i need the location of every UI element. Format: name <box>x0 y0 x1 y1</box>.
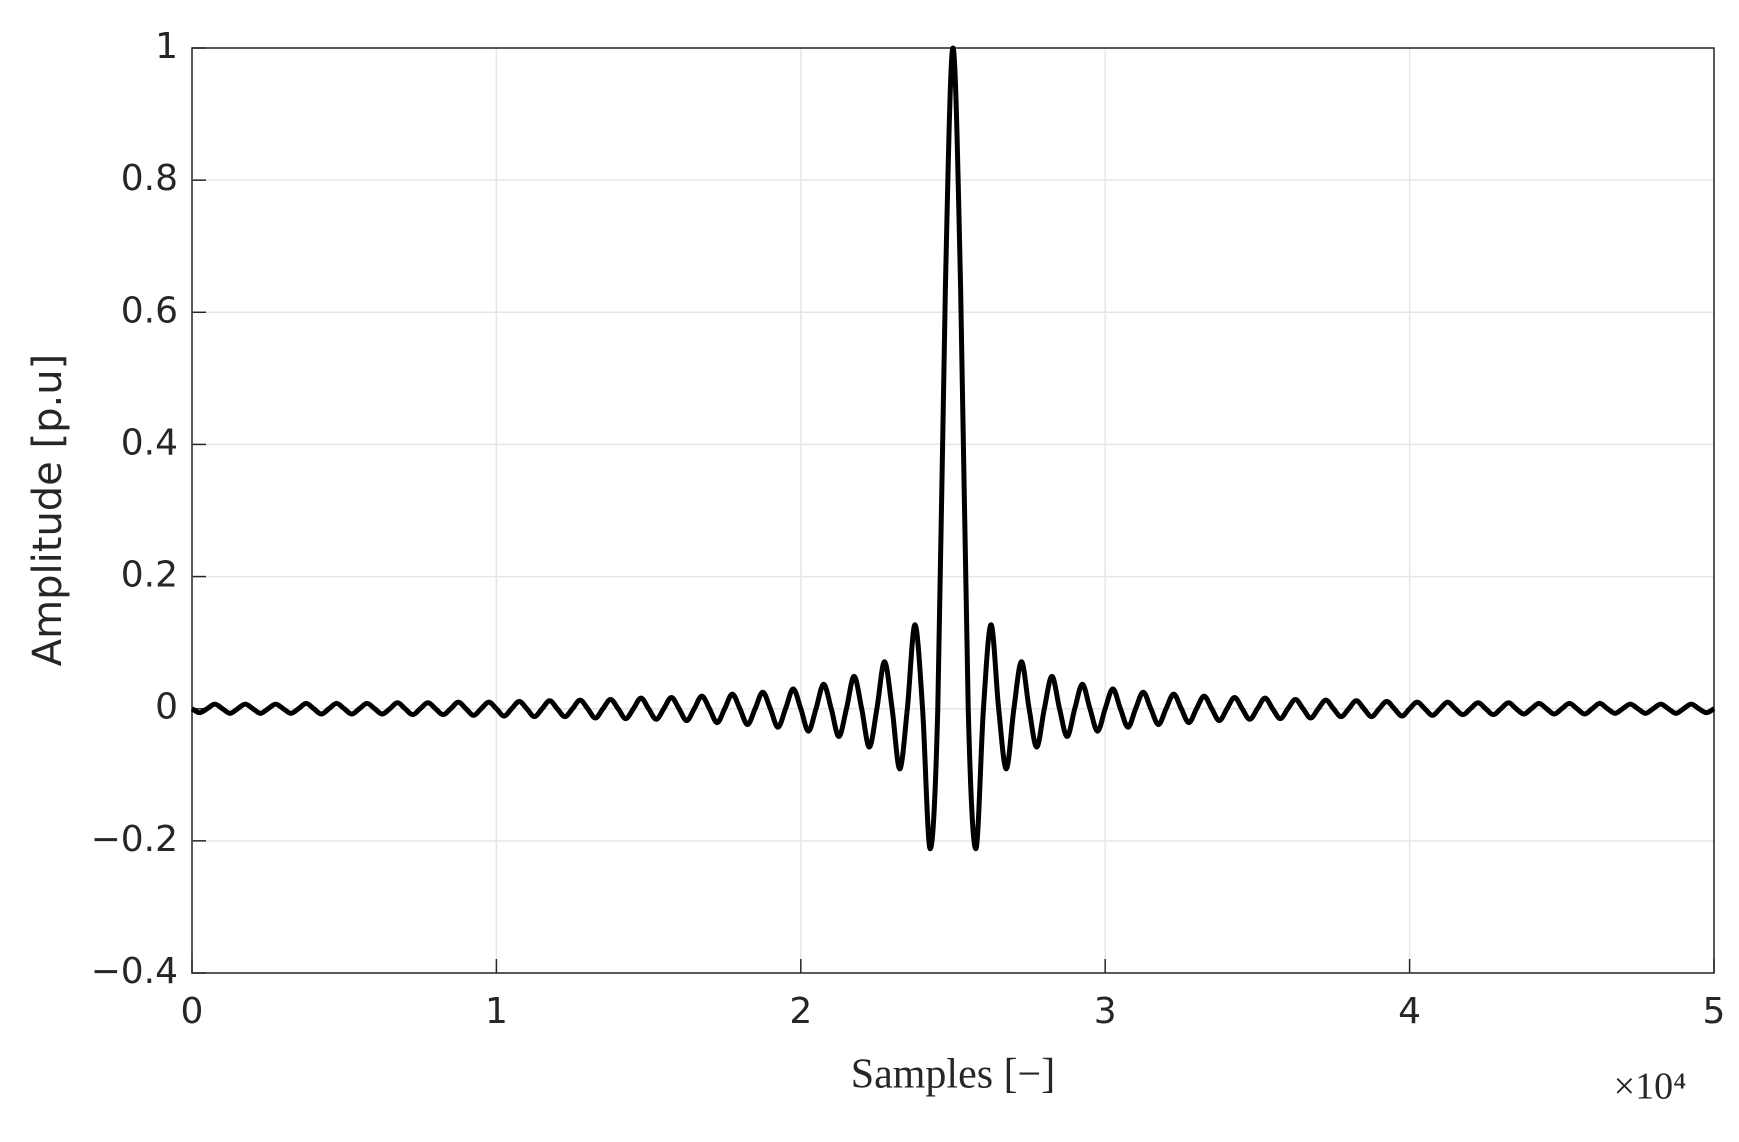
y-tick-label: −0.4 <box>91 951 178 992</box>
y-tick-label: 0 <box>155 687 178 728</box>
x-tick-label: 4 <box>1398 991 1421 1032</box>
y-tick-label: −0.2 <box>91 819 178 860</box>
y-tick-label: 0.2 <box>121 555 178 596</box>
x-axis-label: Samples [−] <box>851 1052 1055 1098</box>
data-line <box>190 45 1716 852</box>
y-tick-label: 0.4 <box>121 422 178 463</box>
x-tick-label: 1 <box>485 991 508 1032</box>
x-tick-label: 3 <box>1094 991 1117 1032</box>
y-axis-label: Amplitude [p.u] <box>25 354 71 666</box>
x-tick-label: 0 <box>181 991 204 1032</box>
y-tick-label: 0.8 <box>121 158 178 199</box>
x-tick-label: 5 <box>1703 991 1726 1032</box>
y-tick-label: 0.6 <box>121 290 178 331</box>
x-tick-label: 2 <box>789 991 812 1032</box>
y-tick-label: 1 <box>155 26 178 67</box>
x-multiplier: ×10⁴ <box>1614 1066 1687 1108</box>
